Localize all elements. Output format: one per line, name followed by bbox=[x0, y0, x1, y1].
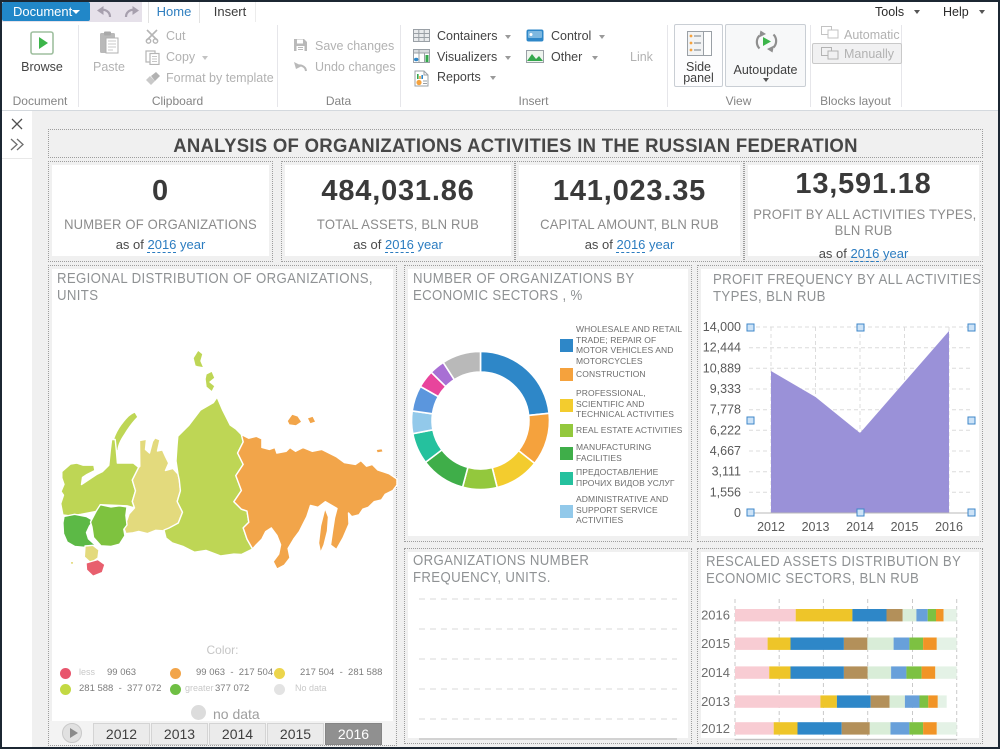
svg-text:3,111: 3,111 bbox=[712, 465, 741, 479]
svg-text:2013: 2013 bbox=[701, 694, 730, 709]
svg-text:12,444: 12,444 bbox=[703, 341, 741, 355]
svg-text:4,667: 4,667 bbox=[710, 444, 741, 458]
svg-text:2016: 2016 bbox=[701, 608, 730, 623]
svg-text:2016: 2016 bbox=[935, 520, 963, 534]
svg-text:2014: 2014 bbox=[701, 665, 730, 680]
svg-text:0: 0 bbox=[734, 506, 741, 520]
svg-text:2012: 2012 bbox=[701, 721, 730, 736]
svg-text:10,889: 10,889 bbox=[703, 361, 741, 375]
svg-text:1,556: 1,556 bbox=[710, 485, 741, 499]
svg-text:2015: 2015 bbox=[891, 520, 919, 534]
svg-text:2013: 2013 bbox=[802, 520, 830, 534]
svg-text:9,333: 9,333 bbox=[710, 382, 741, 396]
svg-text:2012: 2012 bbox=[757, 520, 785, 534]
svg-text:6,222: 6,222 bbox=[710, 423, 741, 437]
svg-text:14,000: 14,000 bbox=[703, 320, 741, 334]
svg-text:2014: 2014 bbox=[846, 520, 874, 534]
svg-text:7,778: 7,778 bbox=[710, 403, 741, 417]
svg-text:2015: 2015 bbox=[701, 636, 730, 651]
